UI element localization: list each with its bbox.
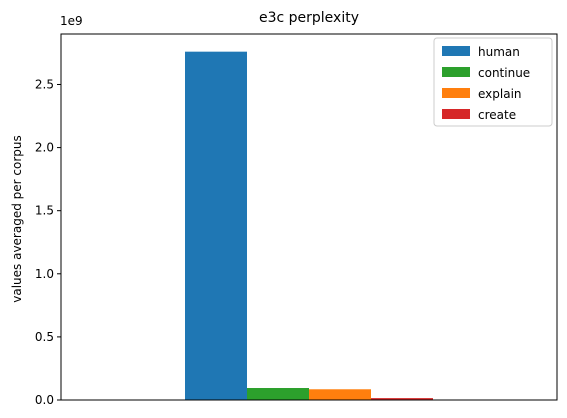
legend-swatch-continue [442, 67, 470, 77]
legend-label-create: create [478, 108, 516, 122]
y-tick-label: 2.5 [35, 77, 54, 91]
y-axis: 0.0 0.5 1.0 1.5 2.0 2.5 [35, 77, 61, 407]
legend-swatch-create [442, 109, 470, 119]
legend-label-human: human [478, 45, 520, 59]
y-axis-offset-label: 1e9 [60, 14, 83, 28]
y-tick-label: 0.5 [35, 330, 54, 344]
legend-label-explain: explain [478, 87, 522, 101]
legend-label-continue: continue [478, 66, 530, 80]
legend: human continue explain create [434, 38, 552, 126]
y-tick-label: 0.0 [35, 393, 54, 407]
bar-explain [309, 389, 371, 400]
y-tick-label: 2.0 [35, 141, 54, 155]
y-tick-label: 1.0 [35, 267, 54, 281]
y-axis-label: values averaged per corpus [10, 135, 24, 303]
chart-title: e3c perplexity [259, 10, 359, 26]
legend-swatch-explain [442, 88, 470, 98]
bar-human [185, 52, 247, 400]
bar-continue [247, 388, 309, 400]
bars-group [185, 52, 433, 400]
y-tick-label: 1.5 [35, 204, 54, 218]
legend-swatch-human [442, 46, 470, 56]
